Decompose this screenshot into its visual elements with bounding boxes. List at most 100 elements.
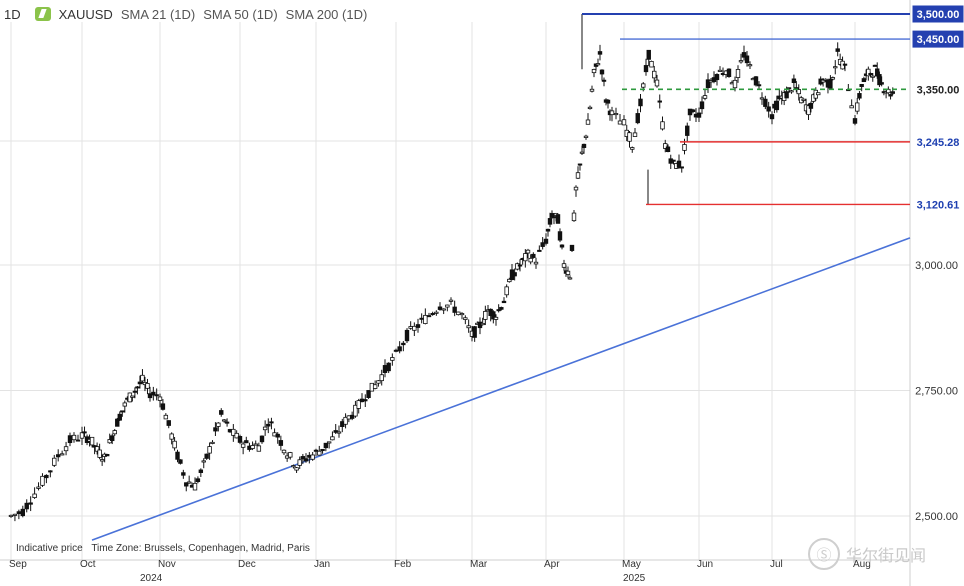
candle-body bbox=[16, 511, 22, 515]
candle-body bbox=[855, 102, 860, 112]
candle-body bbox=[415, 324, 421, 328]
candle-body bbox=[533, 261, 539, 265]
candle-body bbox=[732, 79, 738, 89]
candle-body bbox=[547, 218, 553, 225]
candle-body bbox=[430, 312, 435, 316]
candle-body bbox=[336, 431, 342, 434]
candle-body bbox=[343, 416, 348, 425]
candle-body bbox=[303, 458, 309, 462]
candle-body bbox=[294, 467, 299, 471]
candle-body bbox=[234, 432, 239, 439]
candle-body bbox=[579, 151, 585, 154]
candle-body bbox=[213, 427, 218, 432]
candle-body bbox=[643, 65, 649, 73]
candle-body bbox=[512, 272, 517, 277]
candle-body bbox=[419, 317, 424, 320]
price-level-label-3: 3,245.28 bbox=[917, 137, 960, 149]
y-tick-label-2: 3,000.00 bbox=[915, 260, 958, 272]
candle-body bbox=[747, 64, 753, 67]
candle-body bbox=[393, 349, 399, 352]
candle-body bbox=[557, 231, 563, 241]
candle-body bbox=[244, 440, 249, 444]
candle-body bbox=[531, 253, 536, 258]
timeframe-label[interactable]: 1D bbox=[4, 6, 21, 22]
candle-body bbox=[163, 414, 169, 420]
candle-body bbox=[181, 472, 186, 476]
candle-body bbox=[110, 435, 115, 442]
candle-body bbox=[210, 441, 215, 444]
candle-body bbox=[685, 125, 690, 136]
candle-body bbox=[36, 486, 41, 489]
candle-body bbox=[581, 143, 587, 148]
candle-body bbox=[71, 434, 77, 441]
candle-body bbox=[151, 391, 156, 396]
candle-body bbox=[833, 66, 838, 69]
candle-body bbox=[104, 453, 110, 457]
candle-body bbox=[366, 390, 371, 399]
candle-body bbox=[224, 421, 230, 424]
candle-body bbox=[79, 432, 85, 439]
year-label-2025: 2025 bbox=[623, 573, 646, 584]
candle-body bbox=[434, 311, 439, 314]
candle-body bbox=[599, 69, 605, 75]
x-tick-label-mar: Mar bbox=[470, 559, 488, 570]
candle-body bbox=[705, 79, 711, 89]
candle-body bbox=[540, 242, 545, 247]
price-level-badge-1[interactable] bbox=[912, 30, 964, 48]
candle-body bbox=[696, 112, 702, 118]
candle-body bbox=[349, 414, 355, 419]
candle-body bbox=[744, 55, 750, 64]
candle-body bbox=[543, 238, 549, 244]
candle-body bbox=[555, 214, 561, 224]
indicator-sma21[interactable]: SMA 21 (1D) bbox=[120, 6, 196, 22]
timezone-note: Time Zone: Brussels, Copenhagen, Madrid,… bbox=[91, 543, 310, 554]
candle-body bbox=[278, 440, 284, 446]
price-level-badge-3[interactable] bbox=[912, 133, 964, 151]
candle-body bbox=[551, 216, 557, 219]
watermark-logo-icon: Ⓢ bbox=[808, 538, 840, 570]
indicator-sma200[interactable]: SMA 200 (1D) bbox=[285, 6, 368, 22]
candle-body bbox=[638, 98, 643, 107]
price-level-badge-2[interactable] bbox=[912, 80, 964, 98]
price-level-label-2: 3,350.00 bbox=[917, 84, 960, 96]
candle-body bbox=[40, 475, 45, 486]
indicator-sma50[interactable]: SMA 50 (1D) bbox=[203, 6, 278, 22]
y-tick-label-0: 2,500.00 bbox=[915, 511, 958, 523]
candle-body bbox=[577, 163, 583, 166]
candle-body bbox=[796, 89, 801, 95]
candle-body bbox=[445, 304, 450, 308]
candle-body bbox=[702, 95, 708, 99]
candle-body bbox=[472, 326, 477, 338]
candle-body bbox=[663, 143, 668, 149]
candle-body bbox=[679, 166, 684, 169]
candle-body bbox=[507, 278, 512, 283]
candle-body bbox=[259, 435, 265, 443]
candle-body bbox=[665, 146, 671, 152]
candle-body bbox=[852, 118, 858, 124]
candle-body bbox=[545, 228, 551, 232]
y-tick-label-1: 2,750.00 bbox=[915, 386, 958, 398]
candle-body bbox=[256, 445, 262, 452]
candle-body bbox=[791, 78, 797, 84]
candle-body bbox=[20, 508, 25, 517]
price-level-badge-0[interactable] bbox=[912, 5, 964, 23]
candle-body bbox=[774, 100, 780, 111]
symbol-label[interactable]: XAUUSD bbox=[58, 6, 113, 22]
candle-body bbox=[589, 88, 595, 92]
candle-body bbox=[8, 514, 14, 517]
candle-body bbox=[207, 446, 212, 454]
price-level-badge-4[interactable] bbox=[912, 195, 964, 213]
candle-body bbox=[250, 445, 255, 449]
candle-body bbox=[281, 449, 287, 454]
candle-body bbox=[459, 313, 465, 316]
candle-body bbox=[641, 83, 646, 88]
candle-body bbox=[172, 440, 177, 449]
candle-body bbox=[714, 74, 720, 81]
candle-body bbox=[12, 513, 18, 516]
candle-body bbox=[769, 114, 775, 120]
candle-body bbox=[82, 431, 87, 434]
candle-body bbox=[480, 322, 485, 326]
candle-body bbox=[423, 314, 428, 324]
candle-body bbox=[44, 474, 49, 479]
